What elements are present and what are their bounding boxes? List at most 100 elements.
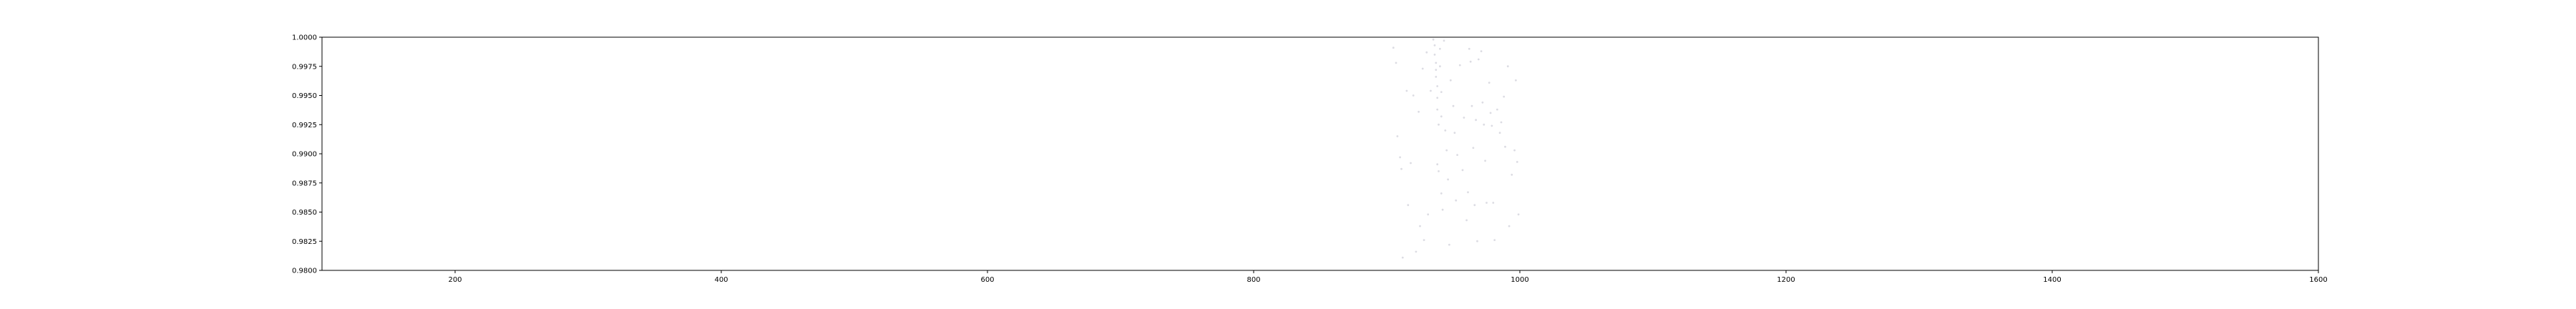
data-point xyxy=(1433,54,1436,56)
data-point xyxy=(1516,161,1518,163)
data-point xyxy=(1441,208,1444,211)
data-point xyxy=(1511,173,1513,176)
data-point xyxy=(1458,64,1461,67)
data-point xyxy=(1425,51,1428,54)
data-point xyxy=(1400,167,1402,170)
data-point xyxy=(1463,117,1465,119)
data-point xyxy=(1491,124,1493,127)
data-point xyxy=(1438,170,1440,172)
data-point xyxy=(1477,58,1480,61)
data-point xyxy=(1504,145,1506,148)
data-point xyxy=(1419,225,1421,227)
data-point xyxy=(1503,95,1506,98)
x-tick-label: 1200 xyxy=(1777,276,1795,284)
data-point xyxy=(1421,67,1424,70)
data-point xyxy=(1481,101,1484,104)
data-point xyxy=(1517,213,1520,216)
data-point xyxy=(1418,110,1420,113)
data-point xyxy=(1435,69,1438,71)
data-point xyxy=(1475,119,1478,122)
x-tick-label: 1600 xyxy=(2309,276,2327,284)
data-point xyxy=(1513,149,1516,152)
data-point xyxy=(1433,44,1436,46)
y-tick-label: 0.9850 xyxy=(292,209,317,217)
data-point xyxy=(1498,132,1501,134)
data-point xyxy=(1447,178,1449,181)
data-point xyxy=(1432,38,1435,41)
x-tick-label: 200 xyxy=(448,276,462,284)
x-tick-label: 400 xyxy=(714,276,728,284)
data-point xyxy=(1500,121,1503,124)
data-point xyxy=(1506,65,1509,68)
x-tick-label: 1000 xyxy=(1511,276,1528,284)
data-point xyxy=(1492,202,1495,204)
x-axis: 200 400 600 800 1000 1200 1400 1600 xyxy=(448,270,2328,284)
x-tick-label: 600 xyxy=(980,276,994,284)
data-point xyxy=(1453,132,1456,134)
data-point xyxy=(1469,60,1472,63)
data-point xyxy=(1452,104,1455,107)
data-point xyxy=(1443,39,1445,42)
data-point xyxy=(1456,154,1458,157)
y-tick-label: 0.9800 xyxy=(292,268,317,275)
data-point xyxy=(1439,65,1441,68)
x-tick-label: 800 xyxy=(1246,276,1260,284)
y-tick-label: 0.9900 xyxy=(292,151,317,159)
data-point xyxy=(1405,89,1408,92)
data-point xyxy=(1472,147,1475,149)
x-tick-label: 1400 xyxy=(2043,276,2061,284)
y-axis: 0.9800 0.9825 0.9850 0.9875 0.9900 0.9925 0.99… xyxy=(292,34,322,275)
data-point xyxy=(1468,47,1470,50)
data-point xyxy=(1488,82,1491,84)
data-point xyxy=(1392,46,1395,49)
data-point xyxy=(1515,79,1517,82)
data-points xyxy=(1392,38,1520,259)
data-point xyxy=(1440,91,1443,93)
data-point xyxy=(1436,108,1439,111)
data-point xyxy=(1440,192,1443,195)
data-point xyxy=(1396,135,1399,137)
data-point xyxy=(1395,62,1397,64)
y-tick-label: 1.0000 xyxy=(292,34,317,42)
data-point xyxy=(1435,62,1438,64)
data-point xyxy=(1465,219,1468,222)
data-point xyxy=(1444,129,1447,132)
data-point xyxy=(1496,108,1498,111)
data-point xyxy=(1484,160,1487,162)
data-point xyxy=(1508,225,1511,227)
data-point xyxy=(1427,213,1430,216)
y-tick-label: 0.9925 xyxy=(292,122,317,129)
data-point xyxy=(1476,240,1478,242)
data-point xyxy=(1485,202,1488,204)
data-point xyxy=(1439,47,1441,50)
data-point xyxy=(1449,79,1452,82)
data-point xyxy=(1473,204,1476,207)
plot-area xyxy=(322,37,2318,270)
data-point xyxy=(1483,123,1485,126)
data-point xyxy=(1401,256,1404,259)
data-point xyxy=(1461,169,1464,172)
data-point xyxy=(1489,112,1492,114)
y-tick-label: 0.9950 xyxy=(292,92,317,100)
data-point xyxy=(1445,149,1448,152)
data-point xyxy=(1399,156,1401,159)
data-point xyxy=(1438,123,1440,126)
data-point xyxy=(1436,163,1439,166)
y-tick-label: 0.9975 xyxy=(292,63,317,71)
data-point xyxy=(1410,162,1412,165)
data-point xyxy=(1493,239,1496,241)
data-point xyxy=(1436,97,1439,99)
y-tick-label: 0.9825 xyxy=(292,238,317,246)
data-point xyxy=(1455,199,1458,202)
data-point xyxy=(1436,85,1439,87)
data-point xyxy=(1470,104,1473,107)
data-point xyxy=(1435,76,1438,78)
data-point xyxy=(1412,94,1415,97)
data-point xyxy=(1430,89,1432,92)
data-point xyxy=(1423,239,1425,241)
data-point xyxy=(1467,191,1469,194)
plot-frame xyxy=(321,36,2319,271)
y-tick-label: 0.9875 xyxy=(292,180,317,187)
data-point xyxy=(1440,115,1443,118)
